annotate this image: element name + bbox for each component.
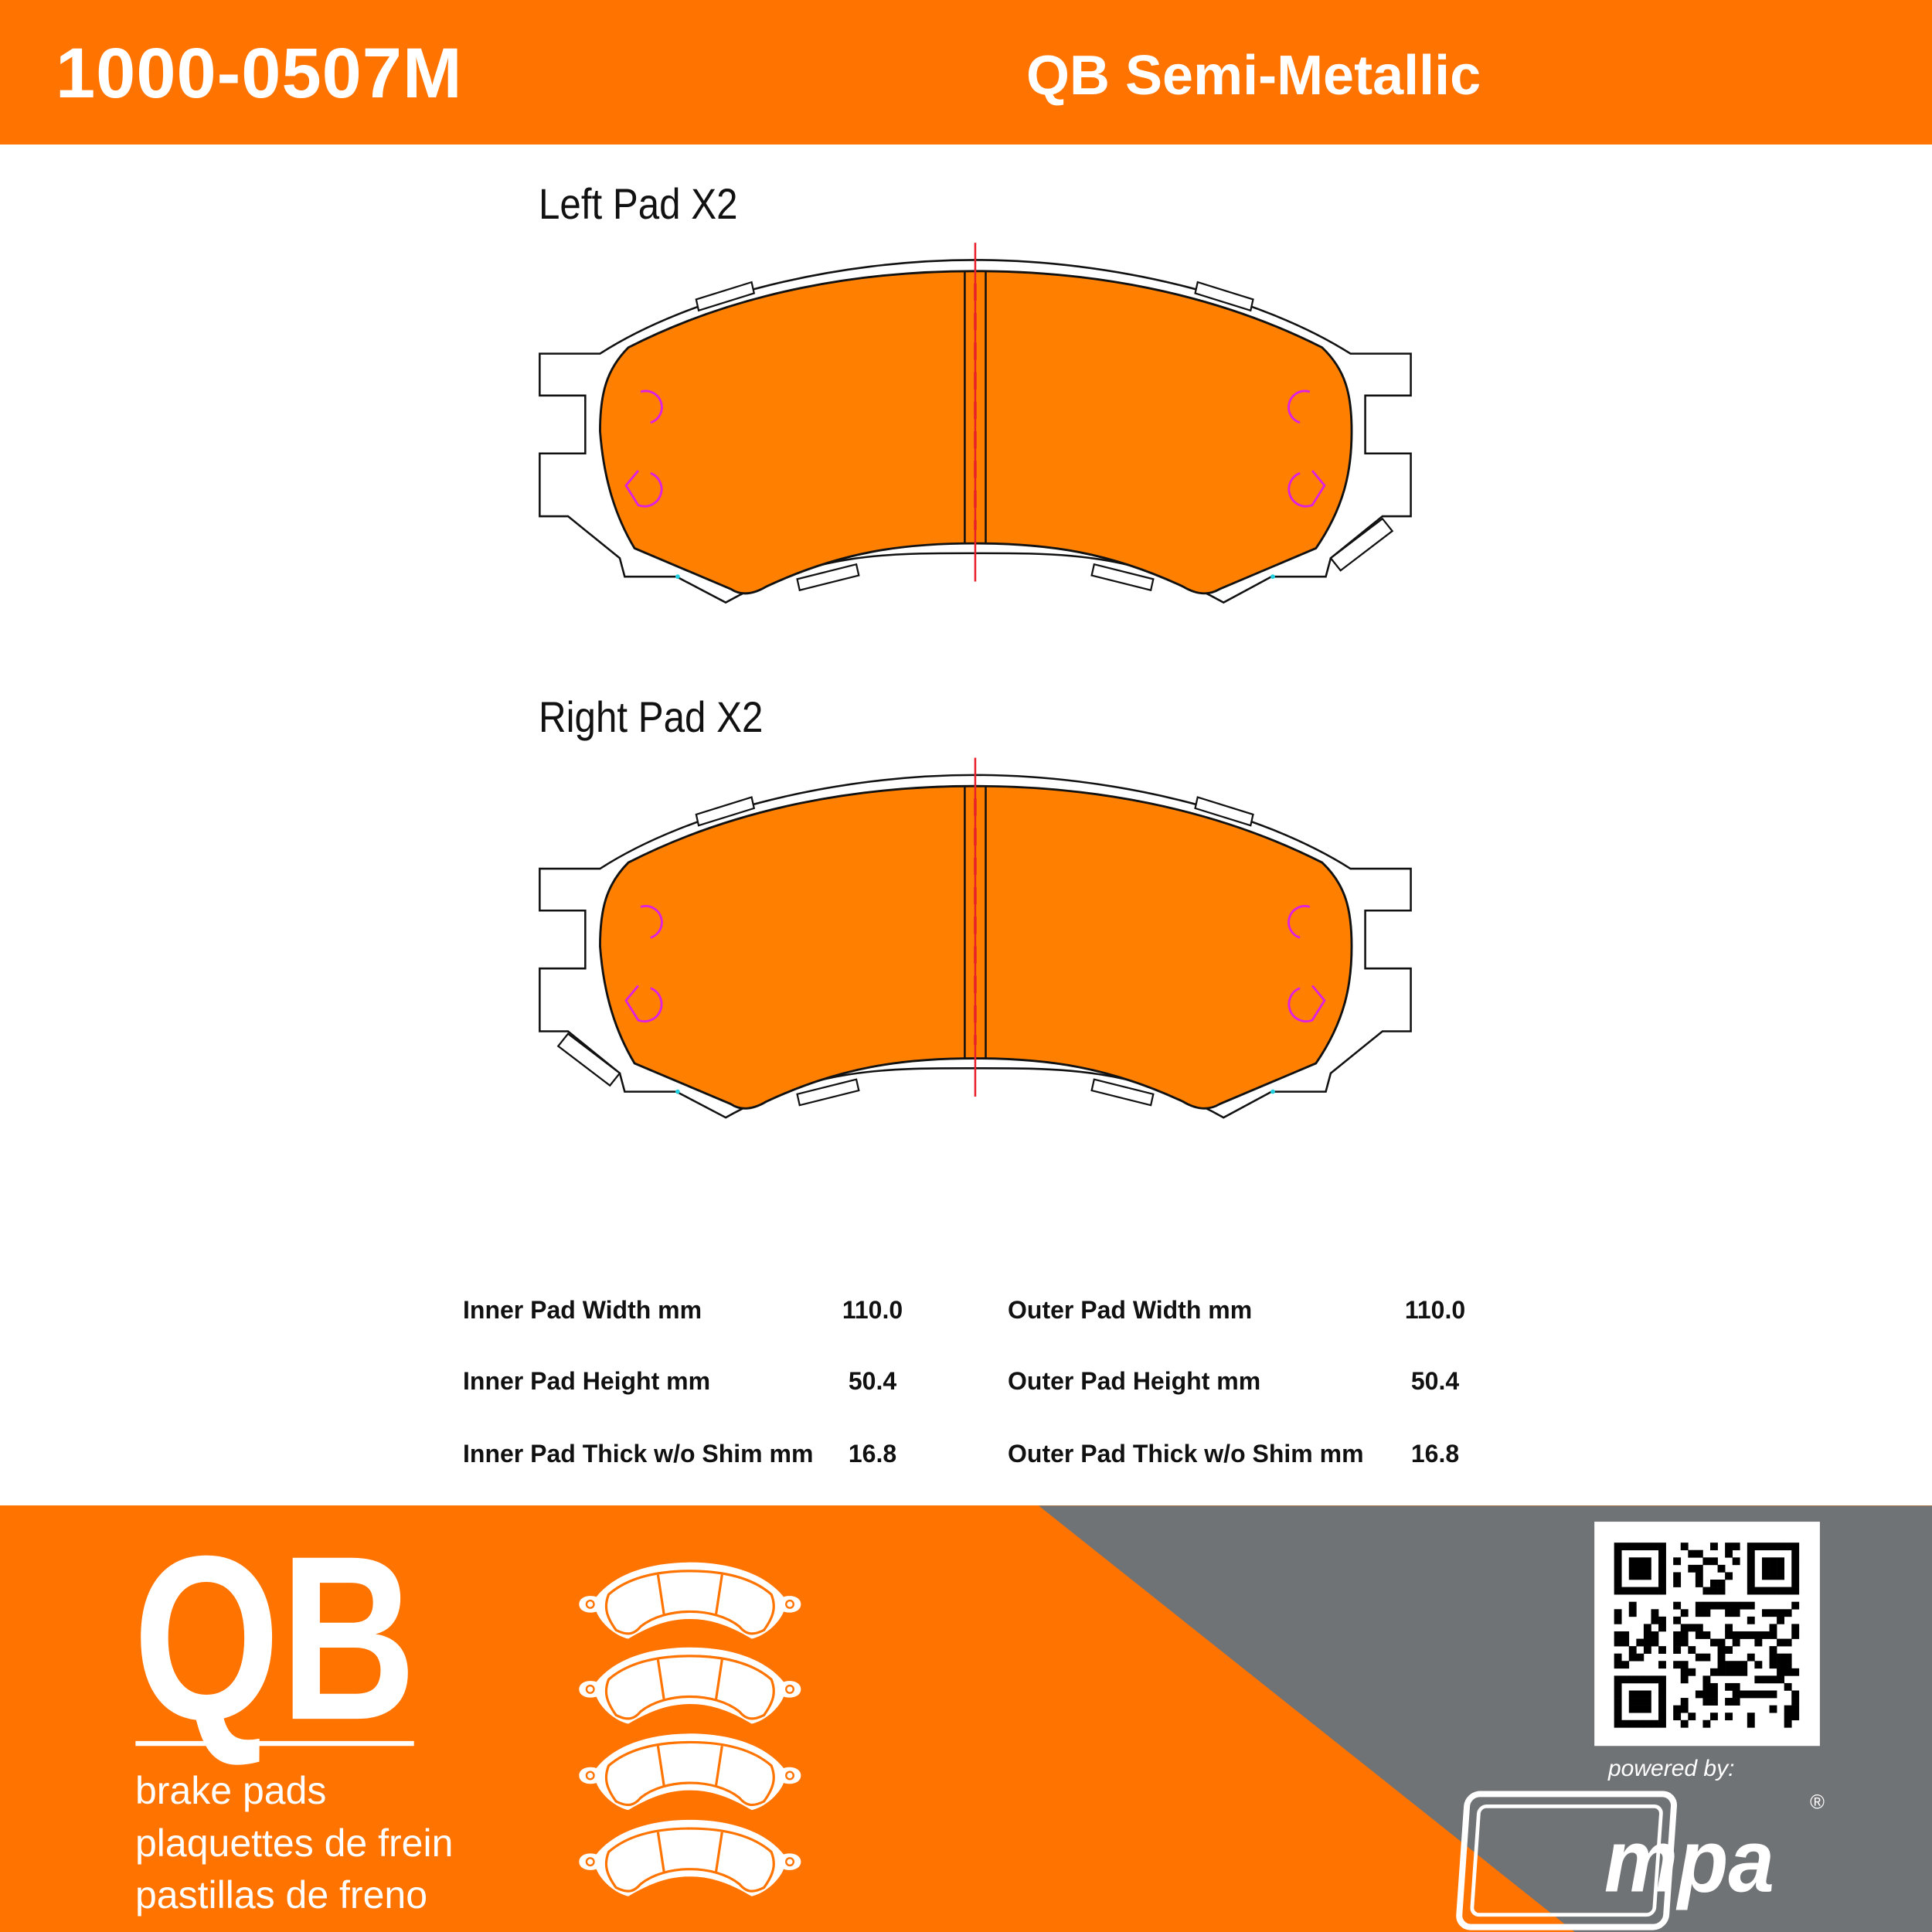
spec-label: Inner Pad Width mm — [463, 1296, 702, 1324]
powered-by-label: powered by: — [1608, 1756, 1735, 1781]
spec-value: 110.0 — [842, 1296, 903, 1324]
wear-sensor-clip — [1329, 517, 1394, 572]
tagline-en: brake pads — [135, 1769, 327, 1812]
tagline-es: pastillas de freno — [135, 1873, 428, 1917]
wear-sensor-clip — [556, 1032, 621, 1087]
spec-value: 50.4 — [1410, 1367, 1460, 1395]
spec-label: Inner Pad Height mm — [463, 1367, 711, 1395]
spec-value: 50.4 — [848, 1367, 897, 1395]
spec-value: 16.8 — [848, 1440, 897, 1468]
spec-value: 110.0 — [1404, 1296, 1466, 1324]
spec-label: Outer Pad Height mm — [1008, 1367, 1261, 1395]
part-number: 1000-0507M — [56, 34, 463, 113]
spec-label: Inner Pad Thick w/o Shim mm — [463, 1440, 814, 1468]
header-bar: 1000-0507M QB Semi-Metallic — [0, 0, 1932, 145]
footer-banner — [0, 1505, 1932, 1932]
right-pad-title: Right Pad X2 — [539, 692, 764, 741]
tagline-fr: plaquettes de frein — [135, 1821, 454, 1865]
spec-label: Outer Pad Width mm — [1008, 1296, 1253, 1324]
spec-label: Outer Pad Thick w/o Shim mm — [1008, 1440, 1364, 1468]
right-pad-drawing — [538, 756, 1413, 1119]
left-pad-drawing — [538, 241, 1413, 604]
spec-value: 16.8 — [1410, 1440, 1460, 1468]
product-line: QB Semi-Metallic — [1026, 45, 1481, 107]
left-pad-title: Left Pad X2 — [539, 179, 738, 228]
